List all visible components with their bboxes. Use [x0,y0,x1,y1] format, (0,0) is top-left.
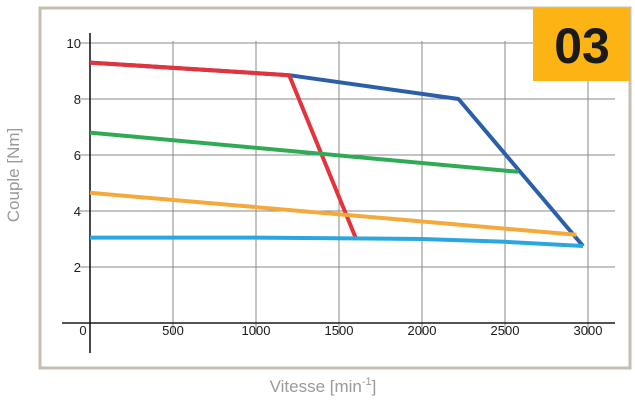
x-axis-title-main: Vitesse [min [270,377,362,396]
y-tick-label: 10 [67,36,81,51]
y-tick-label: 6 [74,148,81,163]
x-tick-label: 0 [79,323,86,338]
x-tick-label: 1500 [325,323,354,338]
series-lines [89,60,585,248]
series-line-2 [89,60,358,239]
x-axis-title-end: ] [372,377,377,396]
x-tick-label: 3000 [574,323,603,338]
series-line-5 [90,235,584,248]
x-tick-label: 500 [162,323,184,338]
x-tick-label: 1000 [242,323,271,338]
y-tick-labels: 2 4 6 8 10 [67,36,81,275]
badge-number: 03 [554,18,610,74]
y-axis-title: Couple [Nm] [4,128,23,222]
series-line-4 [89,190,577,237]
x-tick-labels: 0 500 1000 1500 2000 2500 3000 [79,323,602,338]
x-tick-label: 2000 [408,323,437,338]
y-tick-label: 2 [74,260,81,275]
series-line-3 [89,130,519,174]
x-tick-label: 2500 [491,323,520,338]
x-axis-title: Vitesse [min-1] [270,376,377,396]
y-tick-label: 8 [74,92,81,107]
badge-background [533,8,630,81]
x-axis-title-superscript: -1 [362,376,372,388]
y-tick-label: 4 [74,204,81,219]
